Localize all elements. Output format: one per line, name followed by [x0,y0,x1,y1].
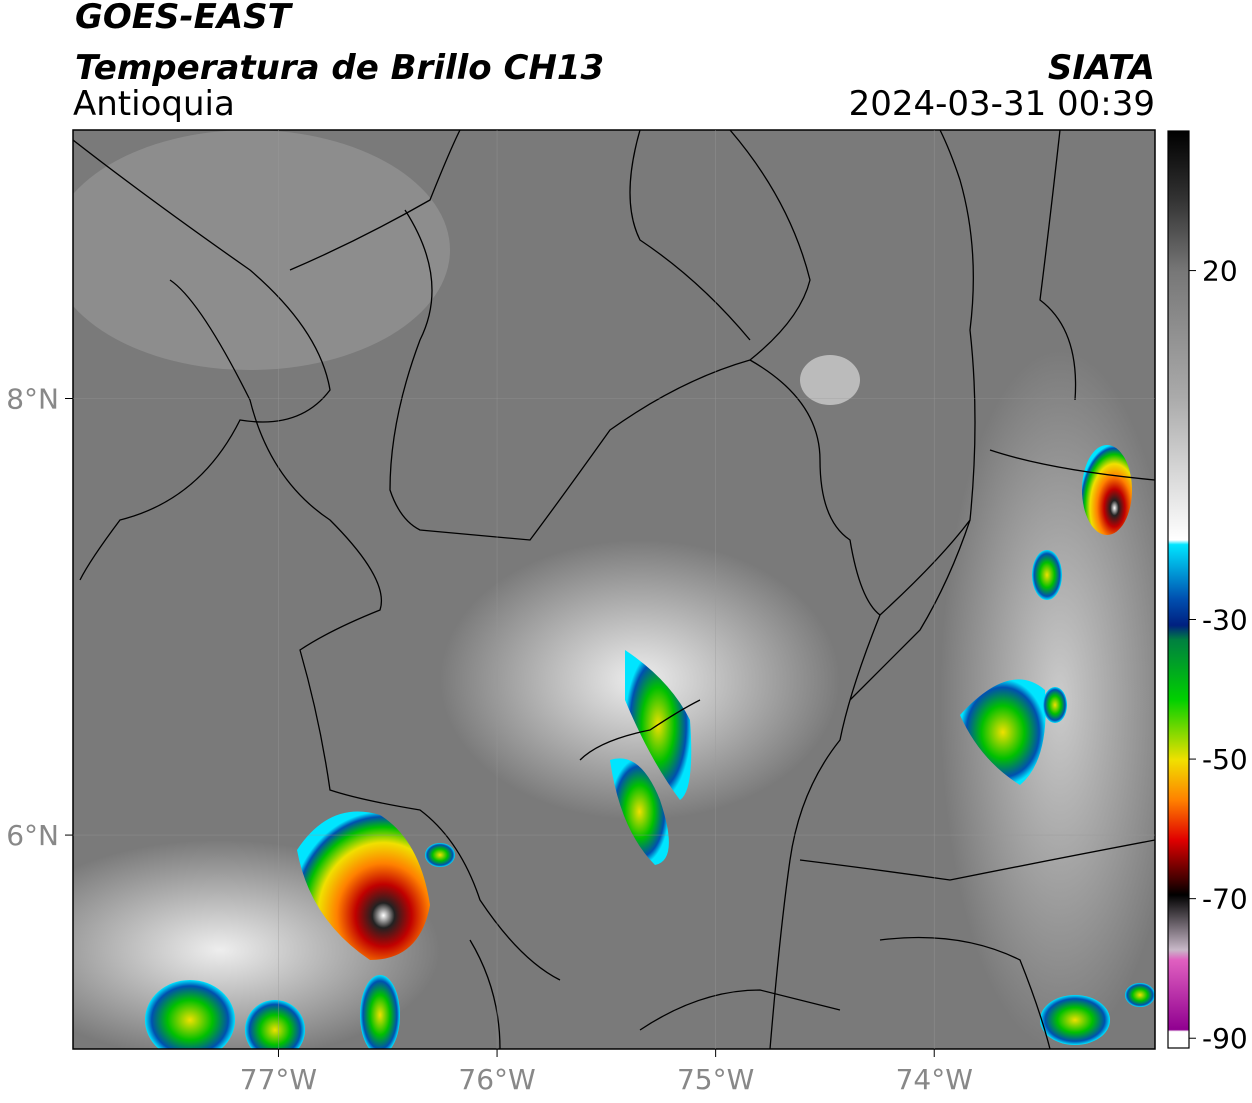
map-image [73,130,1155,1049]
x-tick-label: 77°W [240,1063,317,1096]
colorbar [1167,130,1190,1049]
x-tick-label: 75°W [677,1063,754,1096]
y-tick-label: 8°N [6,382,59,415]
colorbar-tick-label: -90 [1202,1022,1248,1055]
colorbar-tick-label: -30 [1202,604,1248,637]
x-tick-label: 74°W [896,1063,973,1096]
region: Antioquia [73,84,235,124]
colorbar-tick-label: -70 [1202,883,1248,916]
colorbar-tick-label: 20 [1202,255,1238,288]
x-tick-label: 76°W [458,1063,535,1096]
title: GOES-EAST [75,0,294,37]
y-tick-label: 6°N [6,819,59,852]
timestamp: 2024-03-31 00:39 [849,84,1155,124]
map-frame [72,129,1156,1050]
colorbar-tick-label: -50 [1202,743,1248,776]
subtitle: Temperatura de Brillo CH13 [75,48,604,88]
brand: SIATA [1048,48,1155,88]
